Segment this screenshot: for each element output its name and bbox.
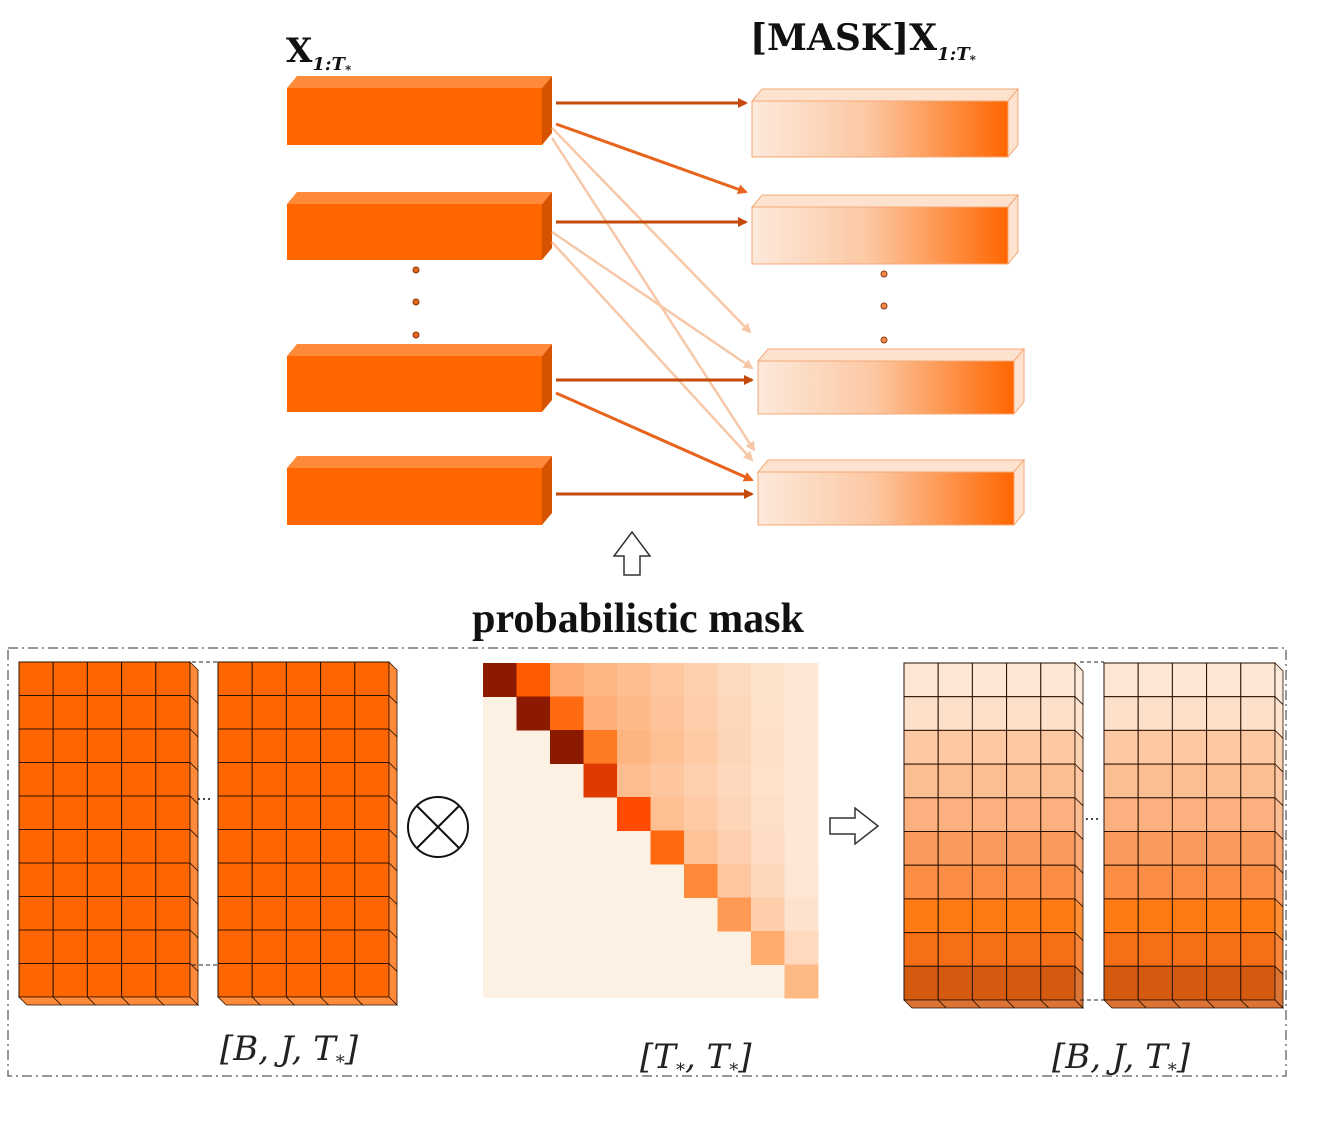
input-block-2 (287, 192, 552, 260)
input-tensor-grid-a (18, 661, 199, 1006)
right-arrow-icon (829, 806, 880, 846)
left-seq-label: X1:T* (286, 31, 352, 77)
left-grid-dots: ... (196, 785, 211, 804)
left-dims-label: [B, J, T*] (220, 1029, 359, 1073)
right-ellipsis-dots (880, 270, 888, 344)
right-seq-label: [MASK]X1:T* (750, 17, 977, 67)
input-block-4 (287, 456, 552, 525)
masked-tensor-grid-b (1103, 662, 1284, 1009)
masked-block-1 (750, 87, 1020, 159)
right-dims-label: [B, J, T*] (1052, 1037, 1191, 1081)
input-block-1 (287, 76, 552, 145)
mid-arrows (555, 122, 754, 482)
input-tensor-grid-b (217, 661, 398, 1006)
masked-block-2 (750, 193, 1020, 266)
input-block-3 (287, 344, 552, 412)
masked-tensor-grid-a (903, 662, 1084, 1009)
mid-dims-label: [T*, T*] (640, 1037, 752, 1081)
faint-arrows (550, 127, 756, 462)
masked-block-3 (756, 347, 1026, 416)
strong-arrows (556, 98, 754, 499)
otimes-icon (407, 796, 469, 858)
masked-block-4 (756, 458, 1026, 527)
up-arrow-icon (612, 530, 652, 576)
mask-title: probabilistic mask (472, 596, 804, 642)
mask-matrix (483, 663, 819, 999)
right-grid-dots: ... (1084, 805, 1099, 824)
mask-panel-frame (7, 647, 1287, 1077)
left-ellipsis-dots (412, 266, 420, 339)
